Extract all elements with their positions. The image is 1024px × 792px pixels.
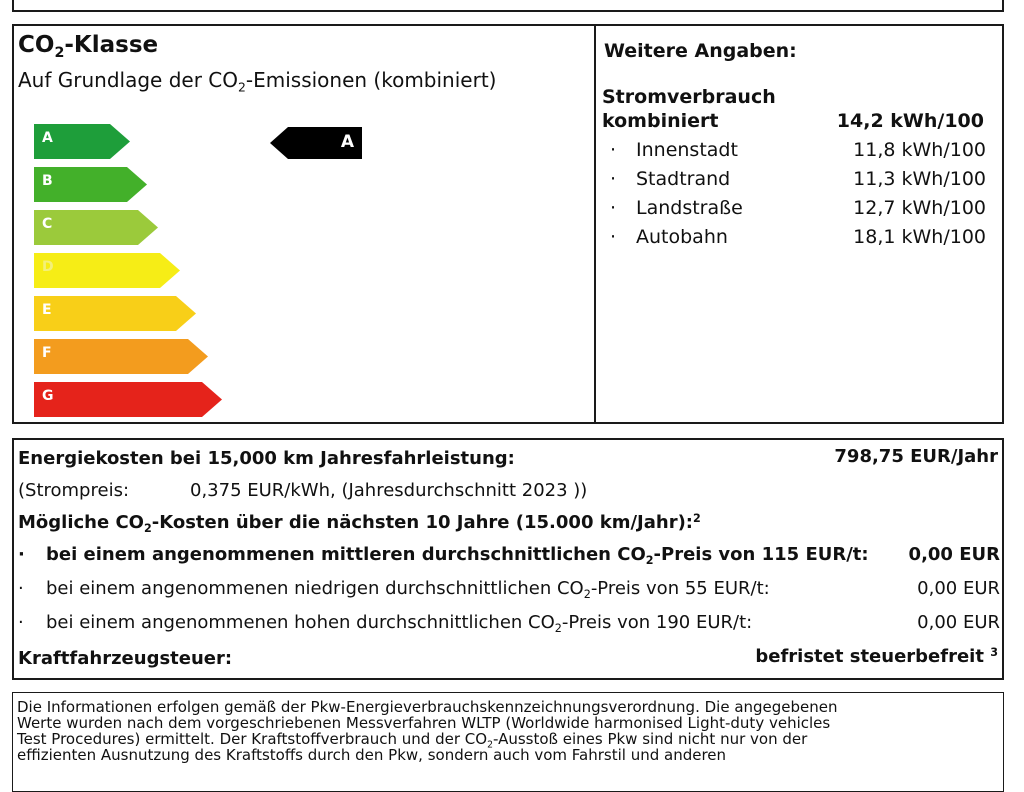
item-value: 11,8 kWh/100 [853, 139, 986, 161]
bullet: · [610, 168, 617, 190]
vehicle-tax-label: Kraftfahrzeugsteuer: [18, 648, 233, 669]
bullet: · [610, 139, 617, 161]
scale-label: A [42, 130, 53, 146]
legal-line-2: Werte wurden nach dem vorgeschriebenen M… [17, 714, 831, 732]
vehicle-tax-value: befristet steuerbefreit 3 [755, 645, 998, 667]
scale-arrow-shape [34, 124, 130, 159]
electricity-price-label: (Strompreis: [18, 480, 130, 501]
row-text: bei einem angenommenen hohen durchschnit… [46, 612, 753, 635]
further-info-heading: Weitere Angaben: [604, 40, 797, 62]
item-value: 18,1 kWh/100 [853, 226, 986, 248]
consumption-label-line1: Stromverbrauch [602, 86, 776, 108]
legal-line-1: Die Informationen erfolgen gemäß der Pkw… [17, 698, 838, 716]
scale-arrow-e-fill [34, 296, 196, 331]
previous-section-box [12, 0, 1004, 12]
row-value: 0,00 EUR [908, 544, 1000, 565]
scale-arrow-f: F [34, 339, 208, 374]
class-indicator-label: A [340, 132, 354, 152]
bullet: · [18, 578, 24, 599]
item-value: 12,7 kWh/100 [853, 197, 986, 219]
scale-arrow-d-fill [34, 253, 180, 288]
indicator-arrow-fill [270, 127, 362, 159]
scale-arrow-b-fill [34, 167, 147, 202]
row-value: 0,00 EUR [917, 612, 1000, 633]
scale-arrow-shape [34, 253, 180, 288]
co2-cost-row-medium: · bei einem angenommenen mittleren durch… [18, 544, 1000, 567]
scale-arrow-shape [34, 382, 222, 417]
co2-cost-row-high: · bei einem angenommenen hohen durchschn… [18, 612, 1000, 635]
scale-arrow-shape [34, 339, 208, 374]
item-value: 11,3 kWh/100 [853, 168, 986, 190]
item-label: Innenstadt [636, 139, 738, 161]
scale-arrow-a: A [34, 124, 130, 159]
indicator-arrow-shape [270, 127, 362, 159]
scale-arrow-shape [34, 210, 158, 245]
scale-arrow-a-fill [34, 124, 130, 159]
electricity-price-value: 0,375 EUR/kWh, (Jahresdurchschnitt 2023 … [190, 480, 588, 501]
legal-line-3: Test Procedures) ermittelt. Der Kraftsto… [17, 730, 808, 751]
scale-arrow-c-fill [34, 210, 158, 245]
co2-class-subtitle: Auf Grundlage der CO2-Emissionen (kombin… [18, 68, 497, 95]
scale-arrow-f-fill [34, 339, 208, 374]
legal-info-box: Die Informationen erfolgen gemäß der Pkw… [12, 692, 1004, 792]
bullet: · [18, 612, 24, 633]
scale-arrow-shape [34, 167, 147, 202]
scale-arrow-g: G [34, 382, 222, 417]
scale-label: F [42, 345, 52, 361]
co2-class-box: CO2-Klasse Auf Grundlage der CO2-Emissio… [12, 24, 596, 424]
scale-arrow-d: D [34, 253, 180, 288]
scale-label: B [42, 173, 53, 189]
scale-arrow-e: E [34, 296, 196, 331]
item-label: Stadtrand [636, 168, 731, 190]
legal-line-4: effizienten Ausnutzung des Kraftstoffs d… [17, 746, 727, 764]
list-item-autobahn: · Autobahn 18,1 kWh/100 [610, 226, 986, 248]
list-item-stadtrand: · Stadtrand 11,3 kWh/100 [610, 168, 986, 190]
scale-arrow-c: C [34, 210, 158, 245]
further-info-box: Weitere Angaben: Stromverbrauch kombinie… [594, 24, 1004, 424]
list-item-innenstadt: · Innenstadt 11,8 kWh/100 [610, 139, 986, 161]
bullet: · [610, 197, 617, 219]
legal-info-text: Die Informationen erfolgen gemäß der Pkw… [17, 699, 838, 763]
scale-label: C [42, 216, 53, 232]
item-label: Autobahn [636, 226, 728, 248]
row-value: 0,00 EUR [917, 578, 1000, 599]
list-item-landstrasse: · Landstraße 12,7 kWh/100 [610, 197, 986, 219]
co2-class-title: CO2-Klasse [18, 32, 159, 61]
scale-label: D [42, 259, 54, 275]
scale-arrow-shape [34, 296, 196, 331]
consumption-value: 14,2 kWh/100 [836, 110, 984, 132]
scale-label: G [42, 388, 54, 404]
energy-costs-value: 798,75 EUR/Jahr [834, 446, 998, 467]
item-label: Landstraße [636, 197, 743, 219]
row-text: bei einem angenommenen niedrigen durchsc… [46, 578, 770, 601]
co2-cost-row-low: · bei einem angenommenen niedrigen durch… [18, 578, 1000, 601]
scale-arrow-g-fill [34, 382, 222, 417]
consumption-label-line2: kombiniert [602, 110, 719, 132]
scale-arrow-b: B [34, 167, 147, 202]
scale-label: E [42, 302, 52, 318]
costs-box: Energiekosten bei 15,000 km Jahresfahrle… [12, 438, 1004, 680]
bullet: · [18, 544, 25, 565]
energy-costs-label: Energiekosten bei 15,000 km Jahresfahrle… [18, 448, 515, 469]
co2-costs-heading: Mögliche CO2-Kosten über die nächsten 10… [18, 511, 701, 535]
class-indicator-arrow: A [270, 127, 362, 159]
bullet: · [610, 226, 617, 248]
row-text: bei einem angenommenen mittleren durchsc… [46, 544, 869, 567]
